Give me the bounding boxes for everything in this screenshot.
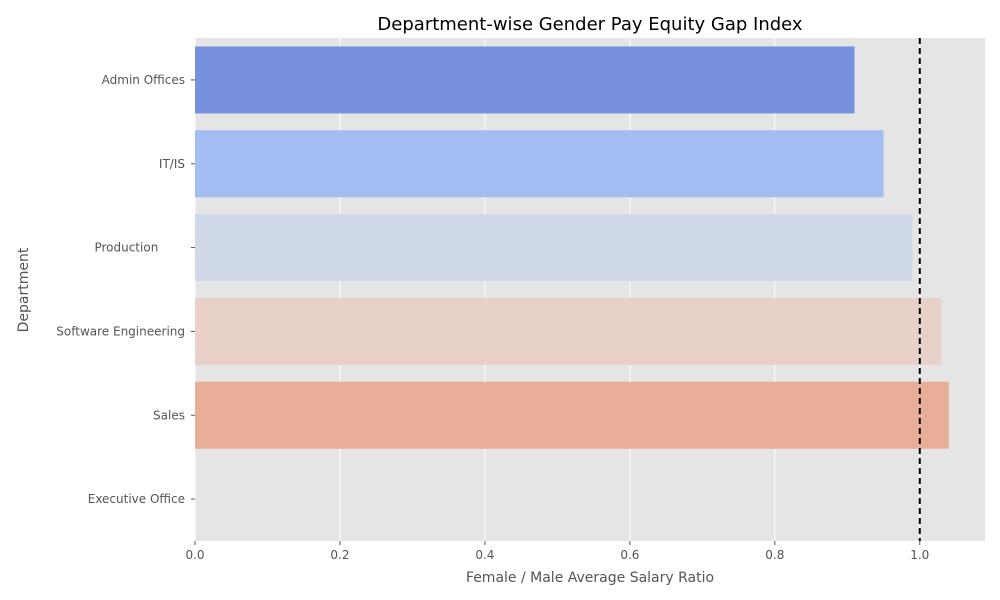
x-axis-ticks: 0.0 0.2 0.4 0.6 0.8 1.0 [185, 541, 929, 562]
y-tick-label: Production [94, 241, 185, 255]
y-tick-label: Sales [153, 408, 185, 422]
plot-area [195, 38, 985, 541]
bars [195, 46, 949, 449]
bar [195, 46, 855, 114]
x-tick-label: 0.6 [620, 548, 639, 562]
y-tick-label: Software Engineering [56, 324, 185, 338]
chart-title: Department-wise Gender Pay Equity Gap In… [377, 14, 802, 35]
bar [195, 214, 913, 282]
y-tick-label: Executive Office [88, 492, 185, 506]
bar [195, 130, 884, 198]
x-tick-label: 0.4 [475, 548, 494, 562]
y-tick-label: Admin Offices [102, 73, 185, 87]
x-tick-label: 1.0 [910, 548, 929, 562]
x-axis-title: Female / Male Average Salary Ratio [466, 570, 714, 586]
y-tick-label: IT/IS [159, 157, 185, 171]
x-tick-label: 0.8 [765, 548, 784, 562]
bar [195, 297, 942, 365]
x-tick-label: 0.0 [185, 548, 204, 562]
x-tick-label: 0.2 [330, 548, 349, 562]
y-axis-title: Department [16, 247, 32, 332]
y-axis-ticks: Admin Offices IT/IS Production Software En… [56, 73, 195, 506]
bar [195, 381, 949, 449]
